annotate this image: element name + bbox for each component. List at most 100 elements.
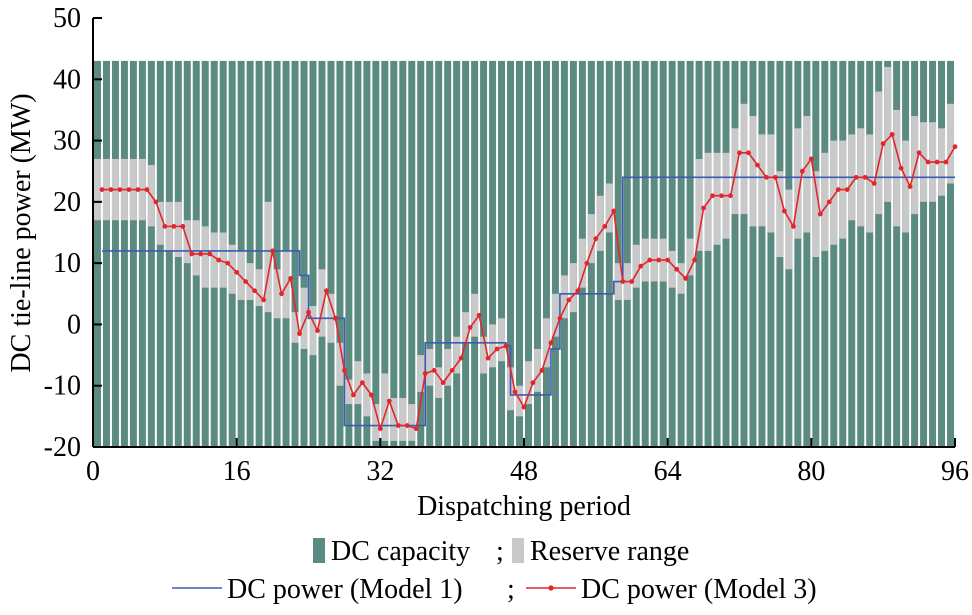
reserve-bar-81 [812,171,820,258]
reserve-bar-44 [480,336,488,374]
model3-point-5 [135,187,141,193]
reserve-bar-46 [498,318,506,362]
x-tick-label-0: 0 [86,456,100,487]
reserve-bar-17 [237,250,245,300]
model3-point-51 [548,340,554,346]
reserve-bar-41 [453,336,461,374]
capacity-bar-25 [309,60,317,448]
capacity-bar-90 [893,60,901,448]
x-tick-label-16: 16 [223,456,251,487]
capacity-bar-19 [255,60,263,448]
capacity-bar-48 [516,60,524,448]
reserve-bar-40 [444,348,452,386]
model3-point-23 [297,331,302,337]
capacity-bar-37 [417,60,425,448]
capacity-bar-66 [677,60,685,448]
model3-point-79 [799,168,805,174]
model3-point-96 [952,144,958,150]
model3-point-77 [782,208,787,214]
reserve-bar-23 [291,312,299,343]
y-tick-label-50: 50 [53,3,81,34]
y-tick-label--20: -20 [44,432,81,463]
model3-point-57 [602,223,608,229]
reserve-bar-73 [740,103,748,215]
reserve-bar-82 [821,152,829,251]
model3-point-38 [431,367,437,373]
capacity-bar-53 [560,60,568,448]
model3-point-83 [835,187,841,193]
x-axis-label: Dispatching period [417,491,631,522]
model3-point-63 [656,257,662,263]
capacity-bar-47 [507,60,515,448]
capacity-bar-86 [857,60,865,448]
model3-point-80 [808,156,814,162]
model3-point-35 [404,423,410,428]
model3-point-10 [180,223,186,229]
reserve-bar-83 [830,140,838,245]
reserve-bar-61 [632,244,640,288]
model3-point-30 [359,380,365,386]
reserve-bar-49 [524,361,532,405]
model3-point-82 [826,199,832,205]
legend-capacity-swatch [313,538,325,563]
model3-point-76 [773,174,778,180]
capacity-bar-28 [336,60,344,448]
x-tick-label-48: 48 [510,456,538,487]
model3-point-11 [189,251,195,257]
y-axis-label: DC tie-line power (MW) [6,93,37,372]
capacity-bar-68 [695,60,703,448]
model3-point-70 [719,193,724,199]
model3-point-68 [701,205,706,211]
reserve-bar-31 [363,373,371,417]
model3-point-50 [539,367,545,373]
capacity-bar-42 [462,60,470,448]
capacity-bar-46 [498,60,506,448]
model3-point-7 [153,199,159,205]
reserve-bar-10 [174,201,182,258]
capacity-bar-23 [291,60,299,448]
reserve-bar-74 [749,116,757,227]
reserve-bar-62 [641,238,649,282]
capacity-bar-29 [345,60,353,448]
reserve-bar-53 [560,275,568,319]
model3-point-3 [117,187,123,193]
reserve-bar-15 [219,232,227,288]
model3-point-45 [494,346,500,352]
capacity-bar-83 [830,60,838,448]
capacity-bar-35 [399,60,407,448]
capacity-bar-85 [848,60,856,448]
model3-point-62 [647,257,653,263]
capacity-bar-44 [480,60,488,448]
model3-point-48 [521,404,527,410]
capacity-bar-94 [929,60,937,448]
model3-point-86 [862,174,868,180]
model3-point-56 [593,236,599,242]
model3-point-21 [279,291,284,297]
reserve-bar-19 [255,269,263,307]
y-tick-label-20: 20 [53,187,81,218]
capacity-bar-18 [246,60,254,448]
model3-point-87 [871,181,877,186]
model3-point-95 [943,159,949,165]
reserve-bar-21 [273,269,281,319]
reserve-bar-68 [695,158,703,251]
capacity-bar-34 [390,60,398,448]
model3-point-69 [710,193,715,199]
model3-point-26 [324,288,329,294]
capacity-bar-52 [551,60,559,448]
capacity-bar-60 [623,60,631,448]
legend: DC capacity ; Reserve range DC power (Mo… [172,536,817,605]
model3-point-36 [413,426,419,432]
capacity-bar-74 [749,60,757,448]
reserve-bar-80 [803,116,811,233]
model3-point-42 [467,325,473,330]
model3-point-59 [620,279,626,284]
model3-point-24 [306,309,311,315]
model3-point-43 [476,312,482,318]
reserve-bar-45 [489,324,497,368]
model3-point-14 [216,257,222,263]
capacity-bar-4 [120,60,128,448]
legend-reserve-swatch [512,538,524,563]
reserve-bar-1 [93,158,101,221]
reserve-bar-75 [758,134,766,227]
